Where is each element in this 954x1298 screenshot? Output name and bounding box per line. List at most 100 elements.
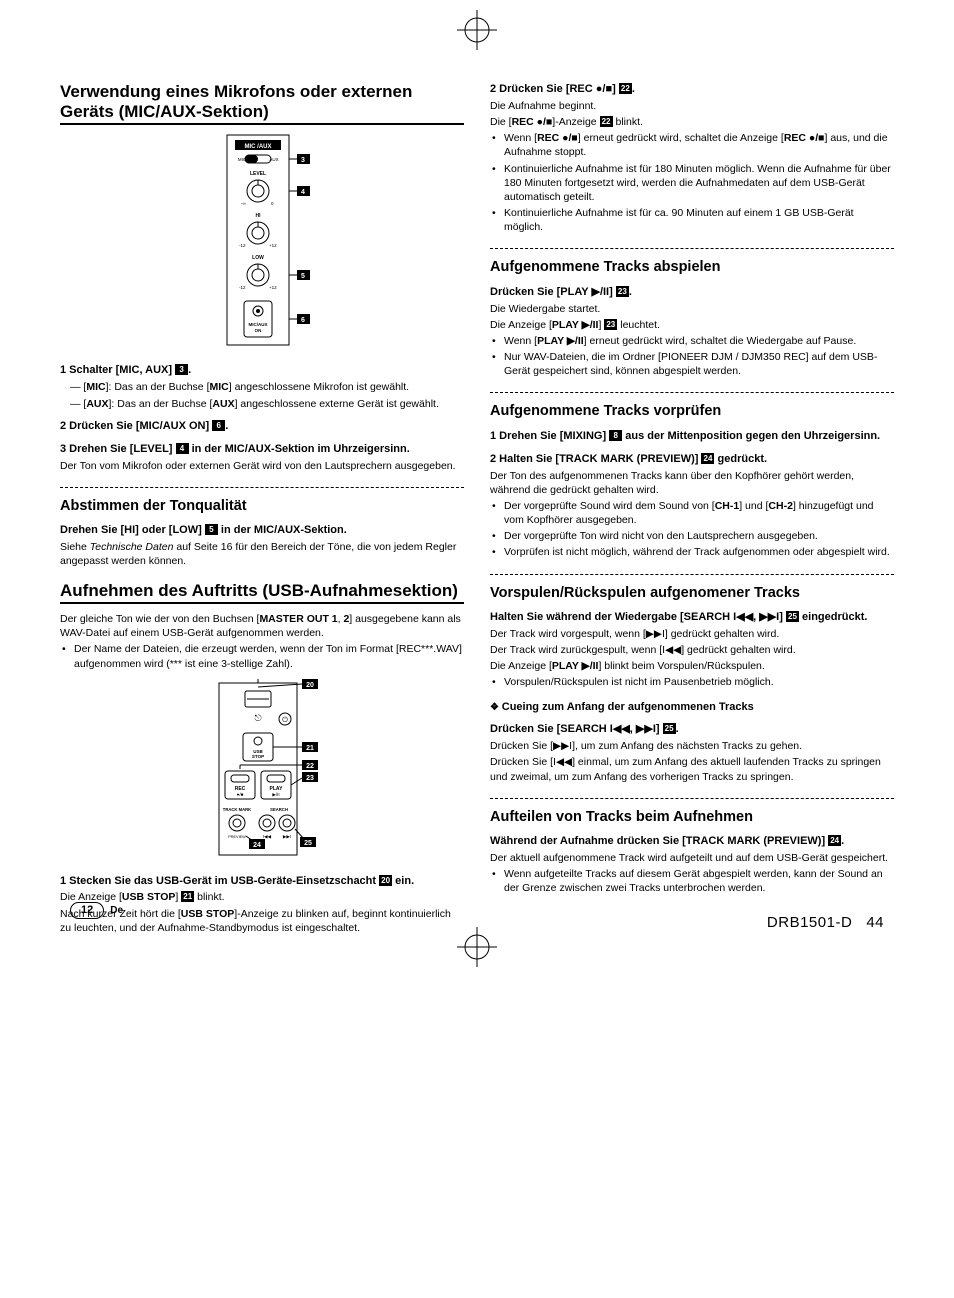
ff-l2: Der Track wird zurückgespult, wenn [I◀◀]… [490,643,894,657]
svg-text:3: 3 [301,157,305,164]
pv-step-2: 2 Halten Sie [TRACK MARK (PREVIEW)] 24 g… [490,452,894,467]
rec-step-2: 2 Drücken Sie [REC ●/■] 22. [490,82,894,97]
rec-step-2-bullets: Wenn [REC ●/■] erneut gedrückt wird, sch… [490,131,894,234]
pv-b3: Vorprüfen ist nicht möglich, während der… [504,545,894,559]
ref-25b: 25 [663,723,676,734]
ff-b1: Vorspulen/Rückspulen ist nicht im Pausen… [504,675,894,689]
split-l1: Der aktuell aufgenommene Track wird aufg… [490,851,894,865]
section-usb-title: Aufnehmen des Auftritts (USB-Aufnahmesek… [60,581,464,605]
mic-step-3-body: Der Ton vom Mikrofon oder externen Gerät… [60,459,464,473]
svg-text:0: 0 [271,201,274,206]
pv-b1: Der vorgeprüfte Sound wird dem Sound von… [504,499,894,527]
page-lang: De [110,904,123,918]
svg-text:⏻: ⏻ [282,716,288,724]
ref-20: 20 [379,875,392,886]
pv-bullets: Der vorgeprüfte Sound wird dem Sound von… [490,499,894,560]
rec-b1: Wenn [REC ●/■] erneut gedrückt wird, sch… [504,131,894,159]
rec-b2: Kontinuierliche Aufnahme ist für 180 Min… [504,162,894,205]
tone-body: Siehe Technische Daten auf Seite 16 für … [60,540,464,568]
ref-22b: 22 [600,116,613,127]
svg-text:HI: HI [256,213,262,219]
svg-text:STOP: STOP [252,754,264,759]
usb-intro-bullets: Der Name der Dateien, die erzeugt werden… [60,642,464,670]
page-number-badge: 12 De [70,902,123,919]
svg-text:MIC /AUX: MIC /AUX [245,144,272,150]
pv-b2: Der vorgeprüfte Ton wird nicht von den L… [504,529,894,543]
split-bullets: Wenn aufgeteilte Tracks auf diesem Gerät… [490,867,894,895]
play-bullets: Wenn [PLAY ▶/II] erneut gedrückt wird, s… [490,334,894,379]
svg-text:4: 4 [301,189,305,196]
mic-step-1a: [MIC]: Das an der Buchse [MIC] angeschlo… [60,380,464,394]
ref-25: 25 [786,611,799,622]
svg-text:I◀◀: I◀◀ [263,834,272,839]
pv-step-1: 1 Drehen Sie [MIXING] 8 aus der Mittenpo… [490,429,894,444]
ref-4: 4 [176,443,189,454]
svg-text:21: 21 [306,745,314,752]
svg-text:+12: +12 [269,243,277,248]
sub-split: Aufteilen von Tracks beim Aufnehmen [490,798,894,826]
crop-mark-top [457,10,497,50]
svg-text:24: 24 [253,842,261,849]
rec-step-2-l2: Die [REC ●/■]-Anzeige 22 blinkt. [490,115,894,129]
cue-l2: Drücken Sie [I◀◀] einmal, um zum Anfang … [490,755,894,783]
svg-text:22: 22 [306,763,314,770]
svg-text:-∞: -∞ [241,201,246,206]
sub-ff: Vorspulen/Rückspulen aufgenomener Tracks [490,574,894,602]
ref-22: 22 [619,83,632,94]
play-l1: Die Wiedergabe startet. [490,302,894,316]
cue-step: Drücken Sie [SEARCH I◀◀, ▶▶I] 25. [490,722,894,737]
usb-intro-b1: Der Name der Dateien, die erzeugt werden… [74,642,464,670]
page-number: 12 [70,902,104,919]
sub-preview: Aufgenommene Tracks vorprüfen [490,392,894,420]
pv-body: Der Ton des aufgenommenen Tracks kann üb… [490,469,894,497]
svg-text:⎋: ⎋ [254,713,261,723]
sub-tone-quality: Abstimmen der Tonqualität [60,487,464,515]
sub-playback: Aufgenommene Tracks abspielen [490,248,894,276]
cue-l1: Drücken Sie [▶▶I], um zum Anfang des näc… [490,739,894,753]
ff-l1: Der Track wird vorgespult, wenn [▶▶I] ge… [490,627,894,641]
play-step: Drücken Sie [PLAY ▶/II] 23. [490,285,894,300]
footer-doc-id: DRB1501-D 44 [767,913,884,933]
ref-23: 23 [616,286,629,297]
svg-text:LOW: LOW [252,255,264,261]
ref-3: 3 [175,364,188,375]
svg-text:▶▶I: ▶▶I [283,834,291,839]
ff-l3: Die Anzeige [PLAY ▶/II] blinkt beim Vors… [490,659,894,673]
ref-24: 24 [701,453,714,464]
split-b1: Wenn aufgeteilte Tracks auf diesem Gerät… [504,867,894,895]
ref-24b: 24 [828,835,841,846]
content-columns: Verwendung eines Mikrofons oder externen… [60,70,894,937]
svg-text:●/■: ●/■ [237,792,244,797]
mic-aux-diagram: MIC /AUX MIC AUX 3 LEVEL -∞0 4 HI -12+12… [60,133,464,353]
usb-step-1: 1 Stecken Sie das USB-Gerät im USB-Gerät… [60,874,464,889]
rec-b3: Kontinuierliche Aufnahme ist für ca. 90 … [504,206,894,234]
mic-step-2: 2 Drücken Sie [MIC/AUX ON] 6. [60,419,464,434]
svg-text:ON: ON [255,328,262,333]
ref-21: 21 [181,891,194,902]
mic-step-1b: [AUX]: Das an der Buchse [AUX] angeschlo… [60,397,464,411]
play-b1: Wenn [PLAY ▶/II] erneut gedrückt wird, s… [504,334,894,348]
split-step: Während der Aufnahme drücken Sie [TRACK … [490,834,894,849]
usb-intro: Der gleiche Ton wie der von den Buchsen … [60,612,464,640]
svg-text:20: 20 [306,682,314,689]
svg-text:PREVIEW: PREVIEW [228,835,246,839]
svg-text:▶/II: ▶/II [272,792,279,797]
svg-text:6: 6 [301,317,305,324]
ff-step: Halten Sie während der Wiedergabe [SEARC… [490,610,894,625]
ff-bullets: Vorspulen/Rückspulen ist nicht im Pausen… [490,675,894,689]
play-l2: Die Anzeige [PLAY ▶/II] 23 leuchtet. [490,318,894,332]
cue-heading: Cueing zum Anfang der aufgenommenen Trac… [490,700,894,715]
svg-text:-12: -12 [239,285,246,290]
svg-text:MIC/AUX: MIC/AUX [249,322,268,327]
ref-6: 6 [212,420,225,431]
svg-text:LEVEL: LEVEL [250,171,266,177]
play-b2: Nur WAV-Dateien, die im Ordner [PIONEER … [504,350,894,378]
svg-text:5: 5 [301,273,305,280]
svg-text:TRACK MARK: TRACK MARK [223,807,251,812]
mic-step-1: 1 Schalter [MIC, AUX] 3. [60,363,464,378]
svg-text:23: 23 [306,775,314,782]
left-column: Verwendung eines Mikrofons oder externen… [60,70,464,937]
svg-text:SEARCH: SEARCH [270,807,288,812]
tone-step: Drehen Sie [HI] oder [LOW] 5 in der MIC/… [60,523,464,538]
ref-23b: 23 [604,319,617,330]
